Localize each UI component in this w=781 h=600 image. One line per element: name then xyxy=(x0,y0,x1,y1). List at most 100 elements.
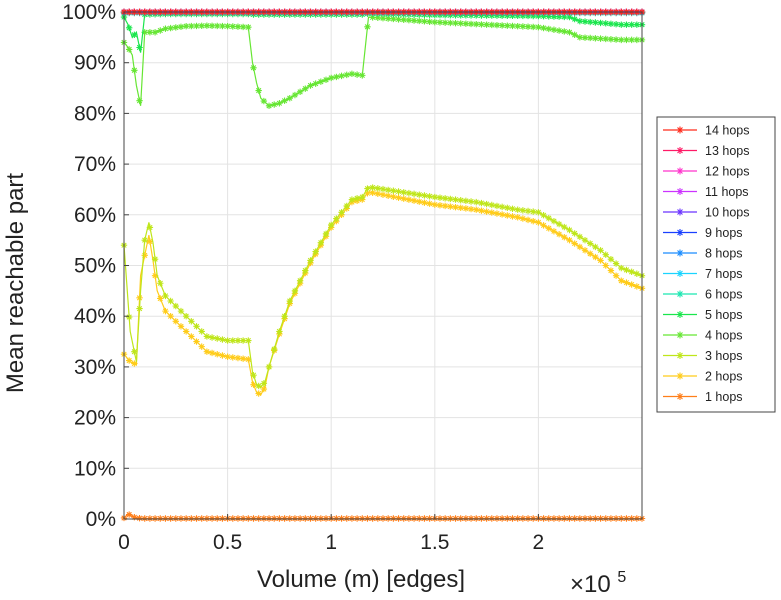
data-point xyxy=(400,189,407,196)
data-point xyxy=(462,515,470,522)
data-point xyxy=(384,515,392,522)
legend-box xyxy=(656,116,776,413)
data-point xyxy=(239,23,247,31)
data-point xyxy=(125,46,133,53)
data-point xyxy=(172,318,179,325)
data-point xyxy=(296,88,304,96)
data-point xyxy=(519,215,527,222)
data-point xyxy=(177,307,185,315)
data-point xyxy=(592,243,599,251)
data-point xyxy=(571,230,578,237)
data-point xyxy=(483,21,490,28)
legend-item: 9 hops xyxy=(663,226,743,240)
data-point xyxy=(524,515,532,522)
data-point xyxy=(550,228,558,235)
data-point xyxy=(131,360,138,367)
series-line xyxy=(123,191,643,396)
data-point xyxy=(473,20,480,28)
data-point xyxy=(265,102,273,109)
legend-label: 8 hops xyxy=(705,247,743,261)
y-tick-label: 40% xyxy=(74,305,116,328)
data-point xyxy=(452,19,459,27)
data-point xyxy=(493,21,501,29)
data-point xyxy=(530,23,537,31)
data-point xyxy=(369,14,376,21)
data-point xyxy=(151,255,159,263)
data-point xyxy=(384,15,392,22)
y-tick-label: 0% xyxy=(86,508,116,531)
data-point xyxy=(286,515,293,522)
data-point xyxy=(447,195,454,203)
data-point xyxy=(530,217,537,225)
data-point xyxy=(245,515,252,522)
data-point xyxy=(473,515,480,522)
data-point xyxy=(395,515,402,522)
series-2-hops xyxy=(120,189,646,397)
data-point xyxy=(343,71,350,79)
legend-marker xyxy=(676,208,684,216)
data-point xyxy=(618,264,625,272)
data-point xyxy=(271,101,278,108)
data-point xyxy=(271,515,278,522)
data-point xyxy=(276,100,283,107)
data-point xyxy=(452,196,459,203)
data-point xyxy=(607,20,615,27)
data-point xyxy=(167,297,174,305)
data-point xyxy=(239,355,247,362)
data-point xyxy=(426,18,433,25)
data-point xyxy=(229,23,236,30)
data-point xyxy=(182,328,190,335)
data-point xyxy=(509,205,516,212)
data-point xyxy=(359,515,366,522)
data-point xyxy=(452,203,459,211)
data-point xyxy=(431,201,438,208)
data-point xyxy=(307,82,314,89)
data-point xyxy=(162,25,169,32)
data-point xyxy=(260,97,268,105)
data-point xyxy=(245,337,252,344)
data-point xyxy=(628,268,635,276)
data-point xyxy=(514,22,521,30)
data-point xyxy=(535,219,542,226)
legend-marker xyxy=(676,188,684,195)
data-point xyxy=(618,21,625,28)
data-point xyxy=(602,20,609,27)
data-point xyxy=(208,349,216,357)
data-point xyxy=(483,208,490,215)
data-point xyxy=(587,250,594,257)
data-point xyxy=(333,73,340,81)
y-axis-title: Mean reachable part xyxy=(2,173,29,393)
data-point xyxy=(338,515,345,522)
data-point xyxy=(597,19,604,27)
data-point xyxy=(587,515,594,522)
data-point xyxy=(473,206,480,213)
data-point xyxy=(633,270,641,277)
data-point xyxy=(136,294,143,302)
data-point xyxy=(462,197,470,205)
data-point xyxy=(478,21,485,28)
data-point xyxy=(162,307,169,315)
legend-label: 14 hops xyxy=(705,124,749,138)
legend-label: 13 hops xyxy=(705,144,749,158)
data-point xyxy=(146,29,154,36)
data-point xyxy=(167,24,174,32)
data-point xyxy=(504,212,511,219)
legend-label: 11 hops xyxy=(705,185,749,199)
data-point xyxy=(177,23,185,31)
data-point xyxy=(136,44,143,51)
data-point xyxy=(623,515,630,522)
data-point xyxy=(416,515,423,522)
data-point xyxy=(234,337,242,344)
data-point xyxy=(561,233,568,241)
data-point xyxy=(214,22,221,30)
legend-marker xyxy=(676,372,684,380)
data-point xyxy=(219,336,226,343)
data-point xyxy=(400,515,407,522)
legend-marker xyxy=(676,331,684,339)
data-point xyxy=(172,515,179,522)
data-point xyxy=(405,16,413,24)
data-point xyxy=(151,515,159,522)
data-point xyxy=(545,225,552,232)
data-point xyxy=(125,313,133,321)
data-point xyxy=(426,193,433,200)
